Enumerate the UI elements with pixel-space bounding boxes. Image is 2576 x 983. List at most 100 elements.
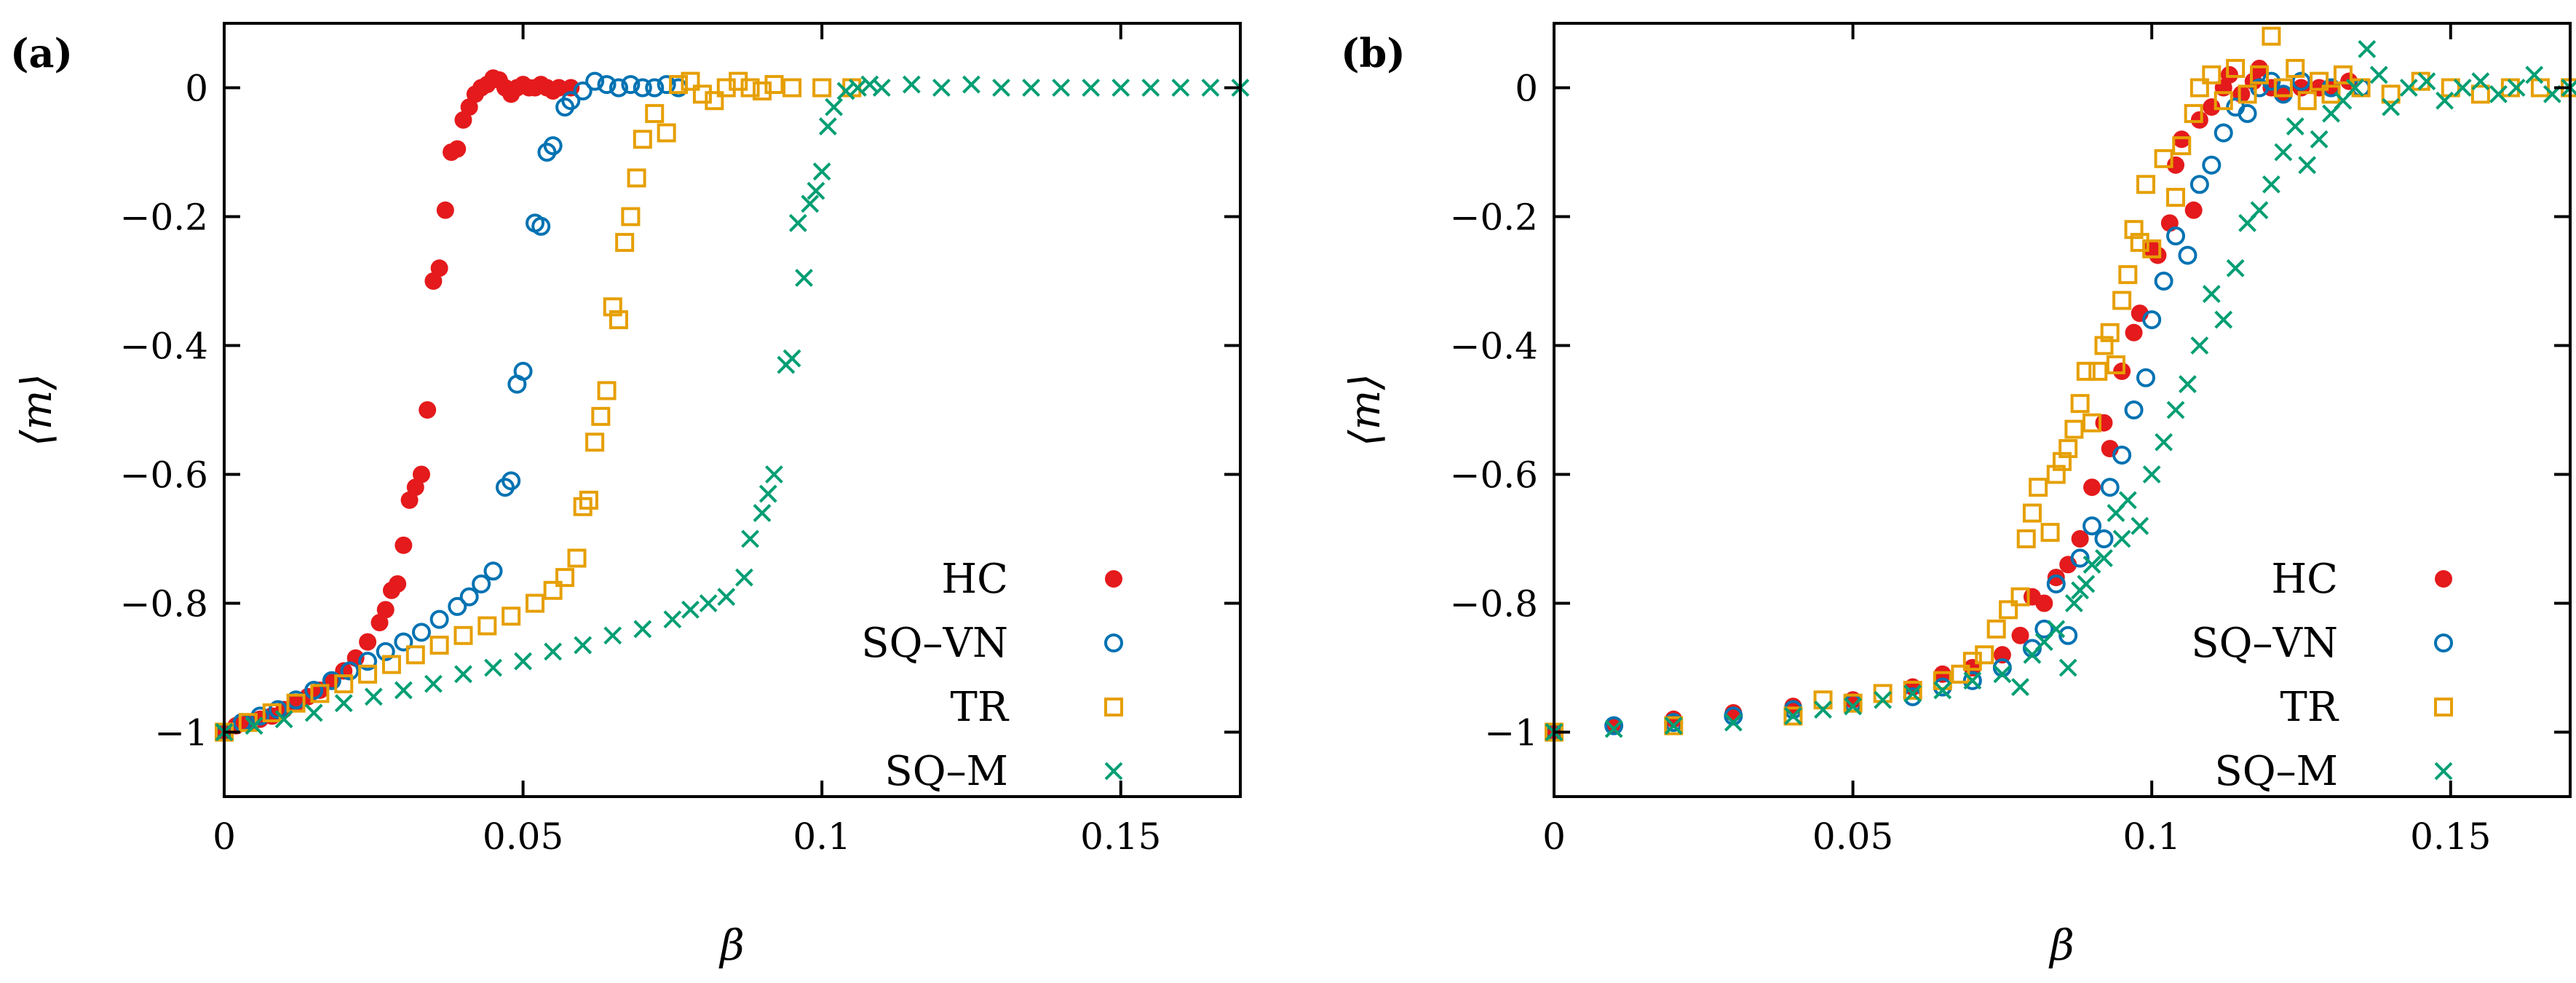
y-tick-label: −1 xyxy=(1484,712,1538,754)
data-point xyxy=(1052,79,1071,97)
data-point xyxy=(2286,117,2304,136)
data-point xyxy=(395,536,413,554)
data-point xyxy=(430,259,448,277)
data-point xyxy=(585,71,605,91)
data-point xyxy=(424,674,443,693)
data-point xyxy=(782,78,802,98)
data-point xyxy=(788,213,807,232)
data-point xyxy=(1993,665,2012,684)
data-point xyxy=(1993,646,2011,664)
legend-marker xyxy=(1104,762,1123,781)
data-point xyxy=(795,269,813,287)
data-point xyxy=(412,465,430,483)
data-point xyxy=(2058,658,2077,677)
data-point xyxy=(2083,478,2101,497)
data-point xyxy=(812,78,832,98)
x-axis-label: β xyxy=(718,920,745,970)
data-point xyxy=(2436,91,2454,110)
y-tick-label: −0.4 xyxy=(120,325,208,368)
data-point xyxy=(1724,713,1743,732)
data-point xyxy=(932,79,951,97)
data-point xyxy=(411,623,431,642)
data-point xyxy=(2238,84,2257,104)
data-point xyxy=(2077,575,2096,593)
y-tick-label: 0 xyxy=(185,68,208,110)
data-point xyxy=(358,652,378,671)
data-point xyxy=(448,596,467,616)
data-point xyxy=(550,79,568,97)
legend-label: TR xyxy=(950,684,1009,731)
legend-label: TR xyxy=(2280,684,2339,731)
data-point xyxy=(1874,690,1893,709)
data-point xyxy=(2136,175,2155,194)
data-point xyxy=(585,433,605,452)
data-point xyxy=(2124,400,2144,419)
data-point xyxy=(394,681,413,700)
data-point xyxy=(1111,79,1130,97)
data-point xyxy=(633,620,652,639)
data-point xyxy=(2173,130,2191,149)
data-point xyxy=(2525,66,2544,84)
data-point xyxy=(2094,529,2114,548)
data-point xyxy=(2112,445,2132,465)
data-point xyxy=(2167,156,2185,174)
data-point xyxy=(597,381,617,400)
x-tick-label: 0.15 xyxy=(1080,816,1161,858)
data-point xyxy=(603,297,622,317)
data-point xyxy=(250,706,270,726)
data-point xyxy=(334,674,354,694)
data-point xyxy=(310,684,330,703)
data-point xyxy=(2022,503,2042,523)
data-point xyxy=(1962,652,1982,671)
data-point xyxy=(2058,625,2078,645)
data-point xyxy=(2274,143,2293,162)
data-point xyxy=(1171,79,1190,97)
data-point xyxy=(436,201,454,219)
data-point xyxy=(692,84,712,104)
data-point xyxy=(807,181,825,200)
data-point xyxy=(2130,232,2149,252)
data-point xyxy=(2082,555,2101,574)
y-tick-label: −0.8 xyxy=(120,583,208,625)
data-point xyxy=(2179,375,2197,394)
data-point xyxy=(603,626,622,645)
data-point xyxy=(2154,149,2173,168)
x-tick-label: 0 xyxy=(213,816,236,858)
data-point xyxy=(531,216,551,236)
data-point xyxy=(2166,400,2185,419)
data-point xyxy=(2095,549,2113,567)
data-point xyxy=(245,716,263,735)
data-point xyxy=(526,593,545,613)
data-point xyxy=(2125,323,2143,342)
data-point xyxy=(543,580,563,600)
data-point xyxy=(484,658,502,677)
data-point xyxy=(962,75,980,94)
data-point xyxy=(2220,66,2238,84)
data-point xyxy=(2076,361,2096,381)
data-point xyxy=(2131,516,2149,535)
data-point xyxy=(579,490,598,510)
x-tick-label: 0 xyxy=(1542,816,1566,858)
data-point xyxy=(2321,84,2341,104)
y-tick-label: −0.6 xyxy=(120,454,208,497)
data-point xyxy=(304,680,324,700)
chart-panel-b: 0 0.05 0.1 0.15 0 −0.2 −0.4 −0.6 −0.8 −1 β ⟨m⟩ (b) HC… xyxy=(1340,22,2576,970)
y-tick-label: 0 xyxy=(1515,68,1538,110)
data-point xyxy=(2274,85,2292,103)
data-point xyxy=(2136,368,2155,387)
data-point xyxy=(2029,478,2048,497)
legend-label: HC xyxy=(2271,556,2338,603)
data-point xyxy=(2226,258,2245,277)
data-point xyxy=(591,406,611,426)
data-point xyxy=(2071,530,2089,548)
legend: HC SQ–VN TR SQ–M xyxy=(2191,556,2453,795)
series-TR xyxy=(215,71,862,742)
legend-label: HC xyxy=(941,556,1008,603)
data-point xyxy=(764,75,784,95)
data-point xyxy=(2172,136,2192,156)
data-point xyxy=(2202,285,2221,304)
data-point xyxy=(825,98,844,117)
data-point xyxy=(2286,58,2305,78)
data-point xyxy=(2453,79,2472,97)
data-point xyxy=(2142,310,2162,330)
